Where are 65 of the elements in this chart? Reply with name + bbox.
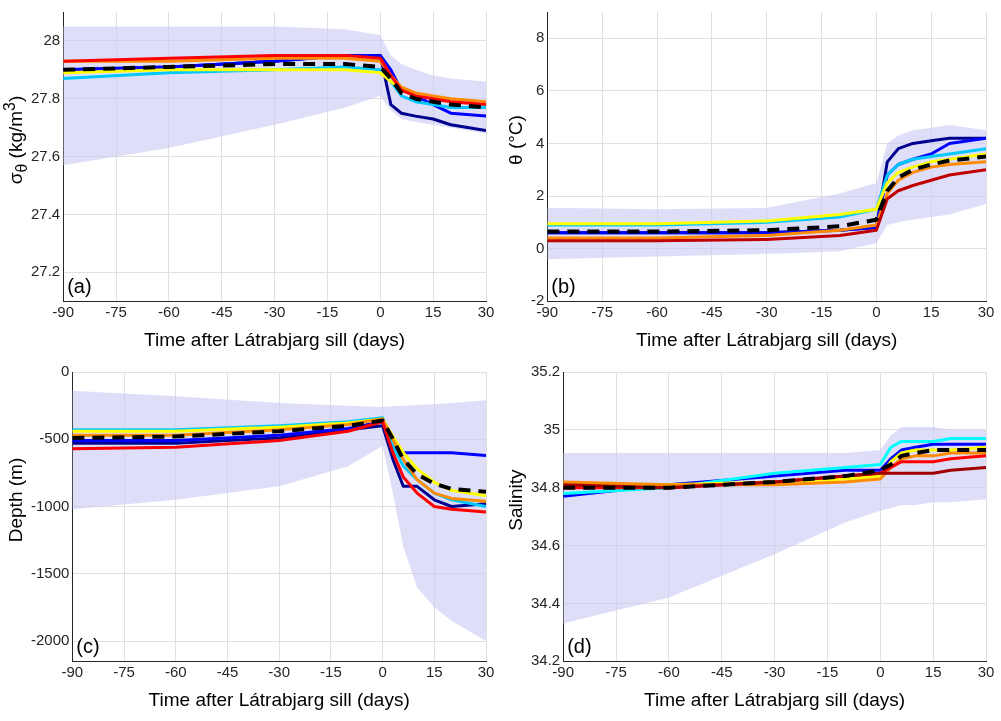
y-tick-label: 34.8 [530,477,561,495]
x-tick-label: 0 [378,663,387,681]
y-axis-title: Depth (m) [5,457,27,543]
annotation: (d) [567,634,592,657]
x-tick-label: -15 [810,303,833,321]
x-tick-label: 30 [477,663,495,681]
x-axis-title: Time after Látrabjarg sill (days) [644,688,906,710]
x-tick-label: -90 [61,663,84,681]
y-tick-label: 27.6 [30,146,61,164]
y-tick-label: 34.6 [530,535,561,553]
x-tick-label: -60 [164,663,187,681]
y-tick-label: 34.4 [530,593,561,611]
x-tick-label: -75 [605,663,627,681]
x-tick-label: 15 [425,663,443,681]
x-tick-label: 15 [924,663,942,681]
x-tick-label: -60 [658,663,680,681]
y-tick-label: 2 [535,186,545,204]
x-tick-label: -30 [268,663,291,681]
x-tick-label: -60 [646,303,668,321]
x-tick-label: -30 [763,663,786,681]
x-tick-label: 30 [977,303,995,321]
annotation: (a) [67,274,92,297]
y-tick-label: -2000 [30,631,70,649]
annotation: (c) [76,634,100,657]
x-tick-label: -75 [105,303,127,321]
x-tick-label: -45 [210,303,233,321]
x-axis-title: Time after Látrabjarg sill (days) [148,688,410,710]
y-tick-label: 6 [535,81,545,99]
y-tick-label: 35 [543,419,561,437]
y-tick-label: -500 [39,429,70,447]
x-tick-label: -90 [52,303,75,321]
y-tick-label: -1000 [30,496,70,514]
y-tick-label: 27.4 [30,204,61,222]
y-tick-label: 35.2 [530,362,561,380]
x-tick-label: -75 [113,663,135,681]
x-tick-label: -45 [710,663,733,681]
x-tick-label: -45 [216,663,239,681]
y-tick-label: 27.8 [30,88,61,106]
x-tick-label: -30 [263,303,286,321]
x-axis-title: Time after Látrabjarg sill (days) [144,328,406,350]
y-tick-label: -1500 [30,563,70,581]
y-axis-title: Salinity [505,469,527,531]
x-tick-label: -45 [700,303,723,321]
x-tick-label: -75 [591,303,614,321]
x-tick-label: -15 [816,663,839,681]
x-tick-label: -30 [755,303,778,321]
y-axis-title: θ (°C) [505,115,527,165]
x-tick-label: 15 [922,303,940,321]
x-tick-label: -15 [316,303,339,321]
x-tick-label: 0 [376,303,385,321]
y-tick-label: 0 [61,362,70,380]
y-tick-label: 0 [535,238,545,256]
x-tick-label: 0 [876,663,885,681]
x-tick-label: 15 [424,303,442,321]
y-tick-label: 8 [535,28,545,46]
x-axis-title: Time after Látrabjarg sill (days) [636,328,898,350]
annotation: (b) [551,274,576,297]
y-tick-label: 4 [535,133,545,151]
y-tick-label: 27.2 [30,262,61,280]
x-tick-label: 0 [872,303,881,321]
x-tick-label: -60 [158,303,180,321]
x-tick-label: -15 [320,663,342,681]
x-tick-label: 30 [977,663,995,681]
x-tick-label: 30 [477,303,495,321]
y-tick-label: 28 [43,31,61,49]
